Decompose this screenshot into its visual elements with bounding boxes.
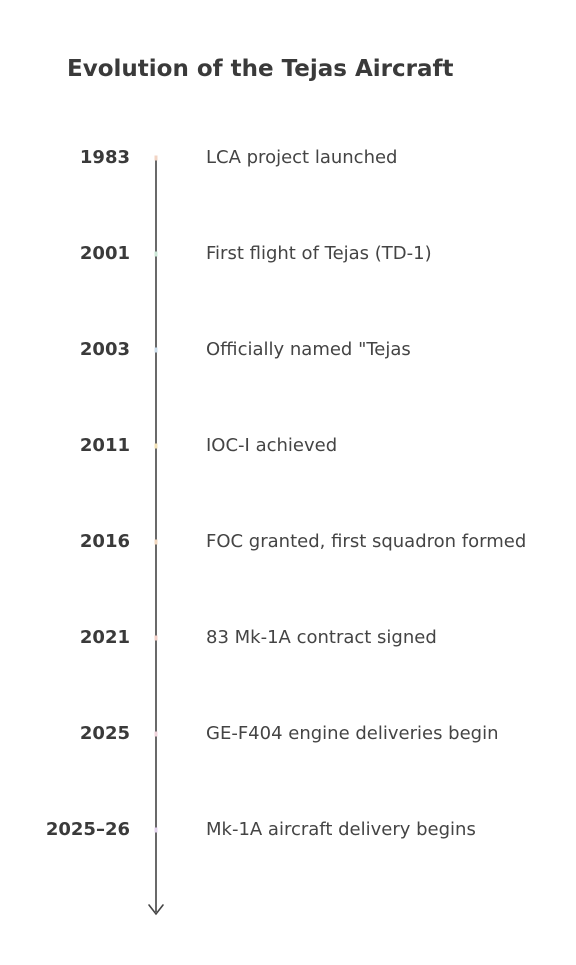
event-year: 2025–26 bbox=[46, 819, 130, 840]
event-year: 2025 bbox=[80, 723, 130, 744]
event-year: 2001 bbox=[80, 243, 130, 264]
event-year: 2011 bbox=[80, 435, 130, 456]
event: 2011 IOC-I achieved bbox=[80, 435, 337, 456]
event-marker bbox=[154, 731, 158, 737]
events: 1983 LCA project launched 2001 First flight… bbox=[46, 147, 526, 840]
event: 1983 LCA project launched bbox=[80, 147, 398, 168]
event-marker bbox=[154, 443, 158, 449]
event-year: 2016 bbox=[80, 531, 130, 552]
event-marker bbox=[154, 539, 158, 545]
event: 2003 Officially named "Tejas bbox=[80, 339, 411, 360]
event-year: 1983 bbox=[80, 147, 130, 168]
event: 2016 FOC granted, first squadron formed bbox=[80, 531, 526, 552]
event-label: Mk-1A aircraft delivery begins bbox=[206, 819, 476, 840]
event: 2021 83 Mk-1A contract signed bbox=[80, 627, 437, 648]
timeline-arrow bbox=[148, 904, 164, 916]
event-label: LCA project launched bbox=[206, 147, 397, 168]
event-year: 2003 bbox=[80, 339, 130, 360]
title: Evolution of the Tejas Aircraft bbox=[67, 56, 453, 82]
event: 2025–26 Mk-1A aircraft delivery begins bbox=[46, 819, 476, 840]
event-year: 2021 bbox=[80, 627, 130, 648]
event-marker bbox=[154, 155, 158, 161]
event-label: IOC-I achieved bbox=[206, 435, 337, 456]
event-marker bbox=[154, 827, 158, 833]
event-marker bbox=[154, 347, 158, 353]
event: 2025 GE-F404 engine deliveries begin bbox=[80, 723, 499, 744]
event: 2001 First flight of Tejas (TD-1) bbox=[80, 243, 432, 264]
event-label: GE-F404 engine deliveries begin bbox=[206, 723, 499, 744]
event-label: FOC granted, first squadron formed bbox=[206, 531, 526, 552]
event-label: Officially named "Tejas bbox=[206, 339, 411, 360]
event-marker bbox=[154, 251, 158, 257]
event-marker bbox=[154, 635, 158, 641]
event-label: 83 Mk-1A contract signed bbox=[206, 627, 437, 648]
event-label: First flight of Tejas (TD-1) bbox=[206, 243, 432, 264]
